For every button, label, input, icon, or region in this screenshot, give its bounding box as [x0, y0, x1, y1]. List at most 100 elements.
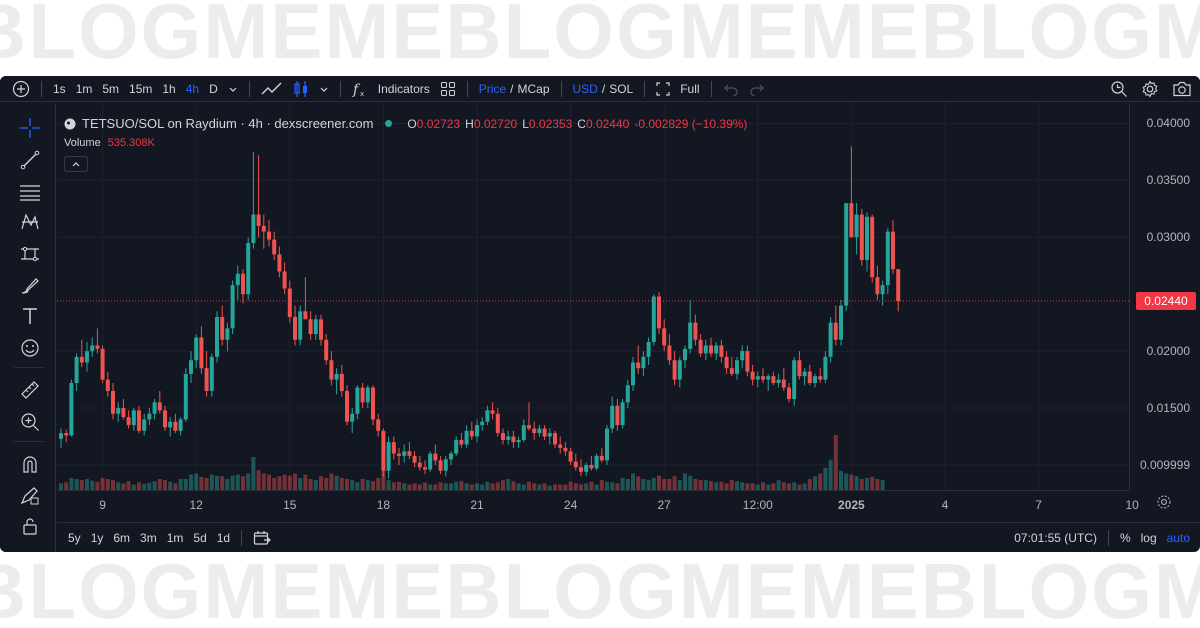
candle-body — [703, 345, 708, 354]
time-axis[interactable]: 9 12 15 18 21 24 27 12:00 2025 4 7 10 — [57, 490, 1139, 518]
full-button[interactable]: Full — [680, 81, 700, 96]
candle — [781, 368, 786, 391]
pattern-icon[interactable] — [16, 209, 44, 235]
lock-icon[interactable] — [16, 513, 44, 539]
range-6m[interactable]: 6m — [113, 530, 131, 545]
volume-bar — [599, 480, 604, 490]
mcap-toggle[interactable]: MCap — [517, 81, 550, 96]
usd-toggle[interactable]: USD — [572, 81, 598, 96]
interval-1s[interactable]: 1s — [53, 81, 66, 96]
volume-bar — [844, 473, 849, 490]
interval-1h[interactable]: 1h — [162, 81, 176, 96]
time-tick-label: 18 — [376, 498, 391, 512]
high-key: H — [465, 116, 474, 131]
range-5d[interactable]: 5d — [193, 530, 207, 545]
candle-body — [511, 436, 516, 443]
zoom-in-icon[interactable] — [16, 409, 44, 435]
candle-body — [241, 273, 245, 295]
volume-bar — [865, 477, 869, 490]
volume-bar — [475, 483, 479, 490]
plus-circle-icon[interactable] — [0, 76, 35, 102]
interval-d[interactable]: D — [209, 81, 218, 96]
range-5y[interactable]: 5y — [68, 530, 81, 545]
candle-body — [896, 269, 901, 302]
calendar-goto-icon[interactable] — [248, 525, 276, 551]
indicators-button[interactable]: Indicators — [377, 81, 430, 96]
volume-bar — [521, 484, 526, 490]
candle-body — [147, 413, 152, 420]
undo-icon[interactable] — [718, 76, 744, 102]
price-chart[interactable] — [57, 103, 1129, 490]
range-1d[interactable]: 1d — [216, 530, 231, 545]
fullscreen-icon[interactable] — [651, 76, 675, 102]
candle-body — [85, 351, 89, 363]
candle — [59, 428, 63, 448]
volume-bar — [506, 479, 511, 490]
ruler-icon[interactable] — [16, 377, 44, 403]
trend-line-icon[interactable] — [16, 147, 44, 173]
interval-1m[interactable]: 1m — [75, 81, 93, 96]
layout-grid-icon[interactable] — [435, 76, 461, 102]
candle-body — [116, 408, 121, 414]
utc-clock[interactable]: 07:01:55 (UTC) — [1014, 530, 1097, 545]
percent-toggle[interactable]: % — [1119, 530, 1131, 545]
candles-icon[interactable] — [288, 76, 314, 102]
volume-bar — [818, 473, 823, 490]
candle — [870, 214, 875, 283]
price-toggle[interactable]: Price — [478, 81, 507, 96]
log-toggle[interactable]: log — [1140, 530, 1157, 545]
magnet-icon[interactable] — [16, 451, 44, 477]
candle — [168, 417, 173, 437]
volume-bar — [339, 477, 344, 490]
volume-bar — [324, 477, 329, 490]
camera-icon[interactable] — [1167, 76, 1200, 102]
volume-bar — [802, 483, 807, 490]
emoji-icon[interactable] — [16, 335, 44, 361]
candle-body — [516, 439, 521, 443]
chevron-down-icon[interactable] — [223, 76, 243, 102]
current-price-label: 0.02440 — [1136, 292, 1196, 311]
chevron-down-icon[interactable] — [314, 76, 334, 102]
sol-toggle[interactable]: SOL — [609, 81, 634, 96]
time-tick-label: 24 — [563, 498, 578, 512]
fib-icon[interactable] — [16, 179, 44, 205]
interval-15m[interactable]: 15m — [129, 81, 153, 96]
collapse-legend-button[interactable] — [64, 156, 88, 172]
gear-small-icon[interactable] — [1156, 494, 1172, 513]
price-axis[interactable]: 0.04000 0.03500 0.03000 0.02000 0.01500 0.009… — [1129, 103, 1200, 490]
range-1y[interactable]: 1y — [90, 530, 104, 545]
chevron-up-icon — [72, 162, 80, 167]
candle-body — [818, 376, 823, 380]
lock-draw-icon[interactable] — [16, 483, 44, 509]
candle-body — [719, 345, 724, 357]
line-chart-icon[interactable] — [256, 76, 288, 102]
text-icon[interactable] — [16, 303, 44, 329]
settings-icon[interactable] — [1133, 76, 1167, 102]
volume-bar — [293, 473, 297, 490]
auto-toggle[interactable]: auto — [1166, 530, 1190, 545]
range-1m[interactable]: 1m — [166, 530, 184, 545]
candle-body — [880, 285, 885, 295]
volume-bar — [116, 482, 121, 490]
candle — [828, 316, 833, 363]
candle-body — [625, 385, 630, 403]
candle-body — [261, 225, 266, 232]
bottom-divider — [241, 529, 243, 546]
candle-body — [277, 254, 282, 272]
interval-5m[interactable]: 5m — [102, 81, 120, 96]
candle-body — [485, 410, 490, 422]
crosshair-icon[interactable] — [16, 115, 44, 141]
range-3m[interactable]: 3m — [140, 530, 157, 545]
candle-body — [693, 322, 698, 340]
candle — [339, 364, 344, 397]
forecast-icon[interactable] — [16, 241, 44, 267]
candle-body — [875, 277, 880, 295]
candle — [287, 280, 292, 323]
redo-icon[interactable] — [744, 76, 770, 102]
brush-icon[interactable] — [16, 273, 44, 299]
search-zoom-icon[interactable] — [1105, 76, 1133, 102]
candle-body — [475, 425, 479, 437]
candle — [662, 319, 667, 352]
interval-4h[interactable]: 4h — [185, 81, 200, 96]
